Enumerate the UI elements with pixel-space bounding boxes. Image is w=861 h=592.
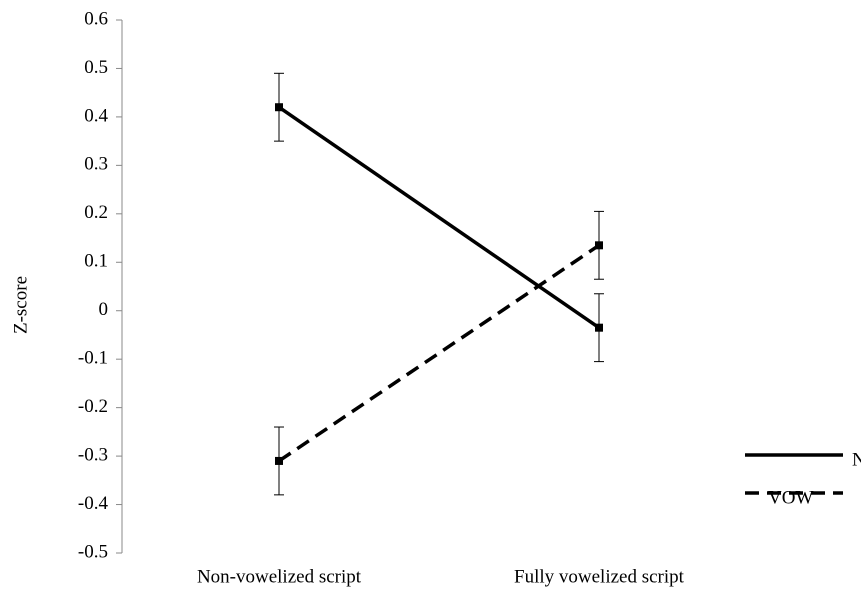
y-tick-label: 0.1	[84, 251, 108, 272]
x-tick-label: Non-vowelized script	[197, 566, 362, 587]
x-tick-label: Fully vowelized script	[514, 566, 685, 587]
y-tick-label: -0.2	[78, 396, 108, 417]
y-tick-label: -0.1	[78, 348, 108, 369]
marker	[595, 241, 603, 250]
y-tick-label: -0.3	[78, 444, 108, 465]
y-tick-label: 0.3	[84, 154, 108, 175]
y-tick-label: -0.4	[78, 493, 109, 514]
series-line	[278, 105, 600, 330]
marker	[275, 456, 283, 465]
legend-label: VOW	[768, 487, 813, 508]
marker	[275, 103, 283, 112]
y-tick-label: 0.4	[84, 105, 108, 126]
y-tick-label: 0.5	[84, 57, 108, 78]
y-tick-label: 0.2	[84, 202, 108, 223]
y-tick-label: -0.5	[78, 541, 108, 562]
y-axis-label: Z-score	[10, 276, 31, 334]
series-line	[278, 243, 600, 463]
y-tick-label: 0	[99, 299, 109, 320]
marker	[595, 323, 603, 332]
y-tick-label: 0.6	[84, 8, 108, 29]
legend-label: NOVOW	[852, 449, 861, 470]
